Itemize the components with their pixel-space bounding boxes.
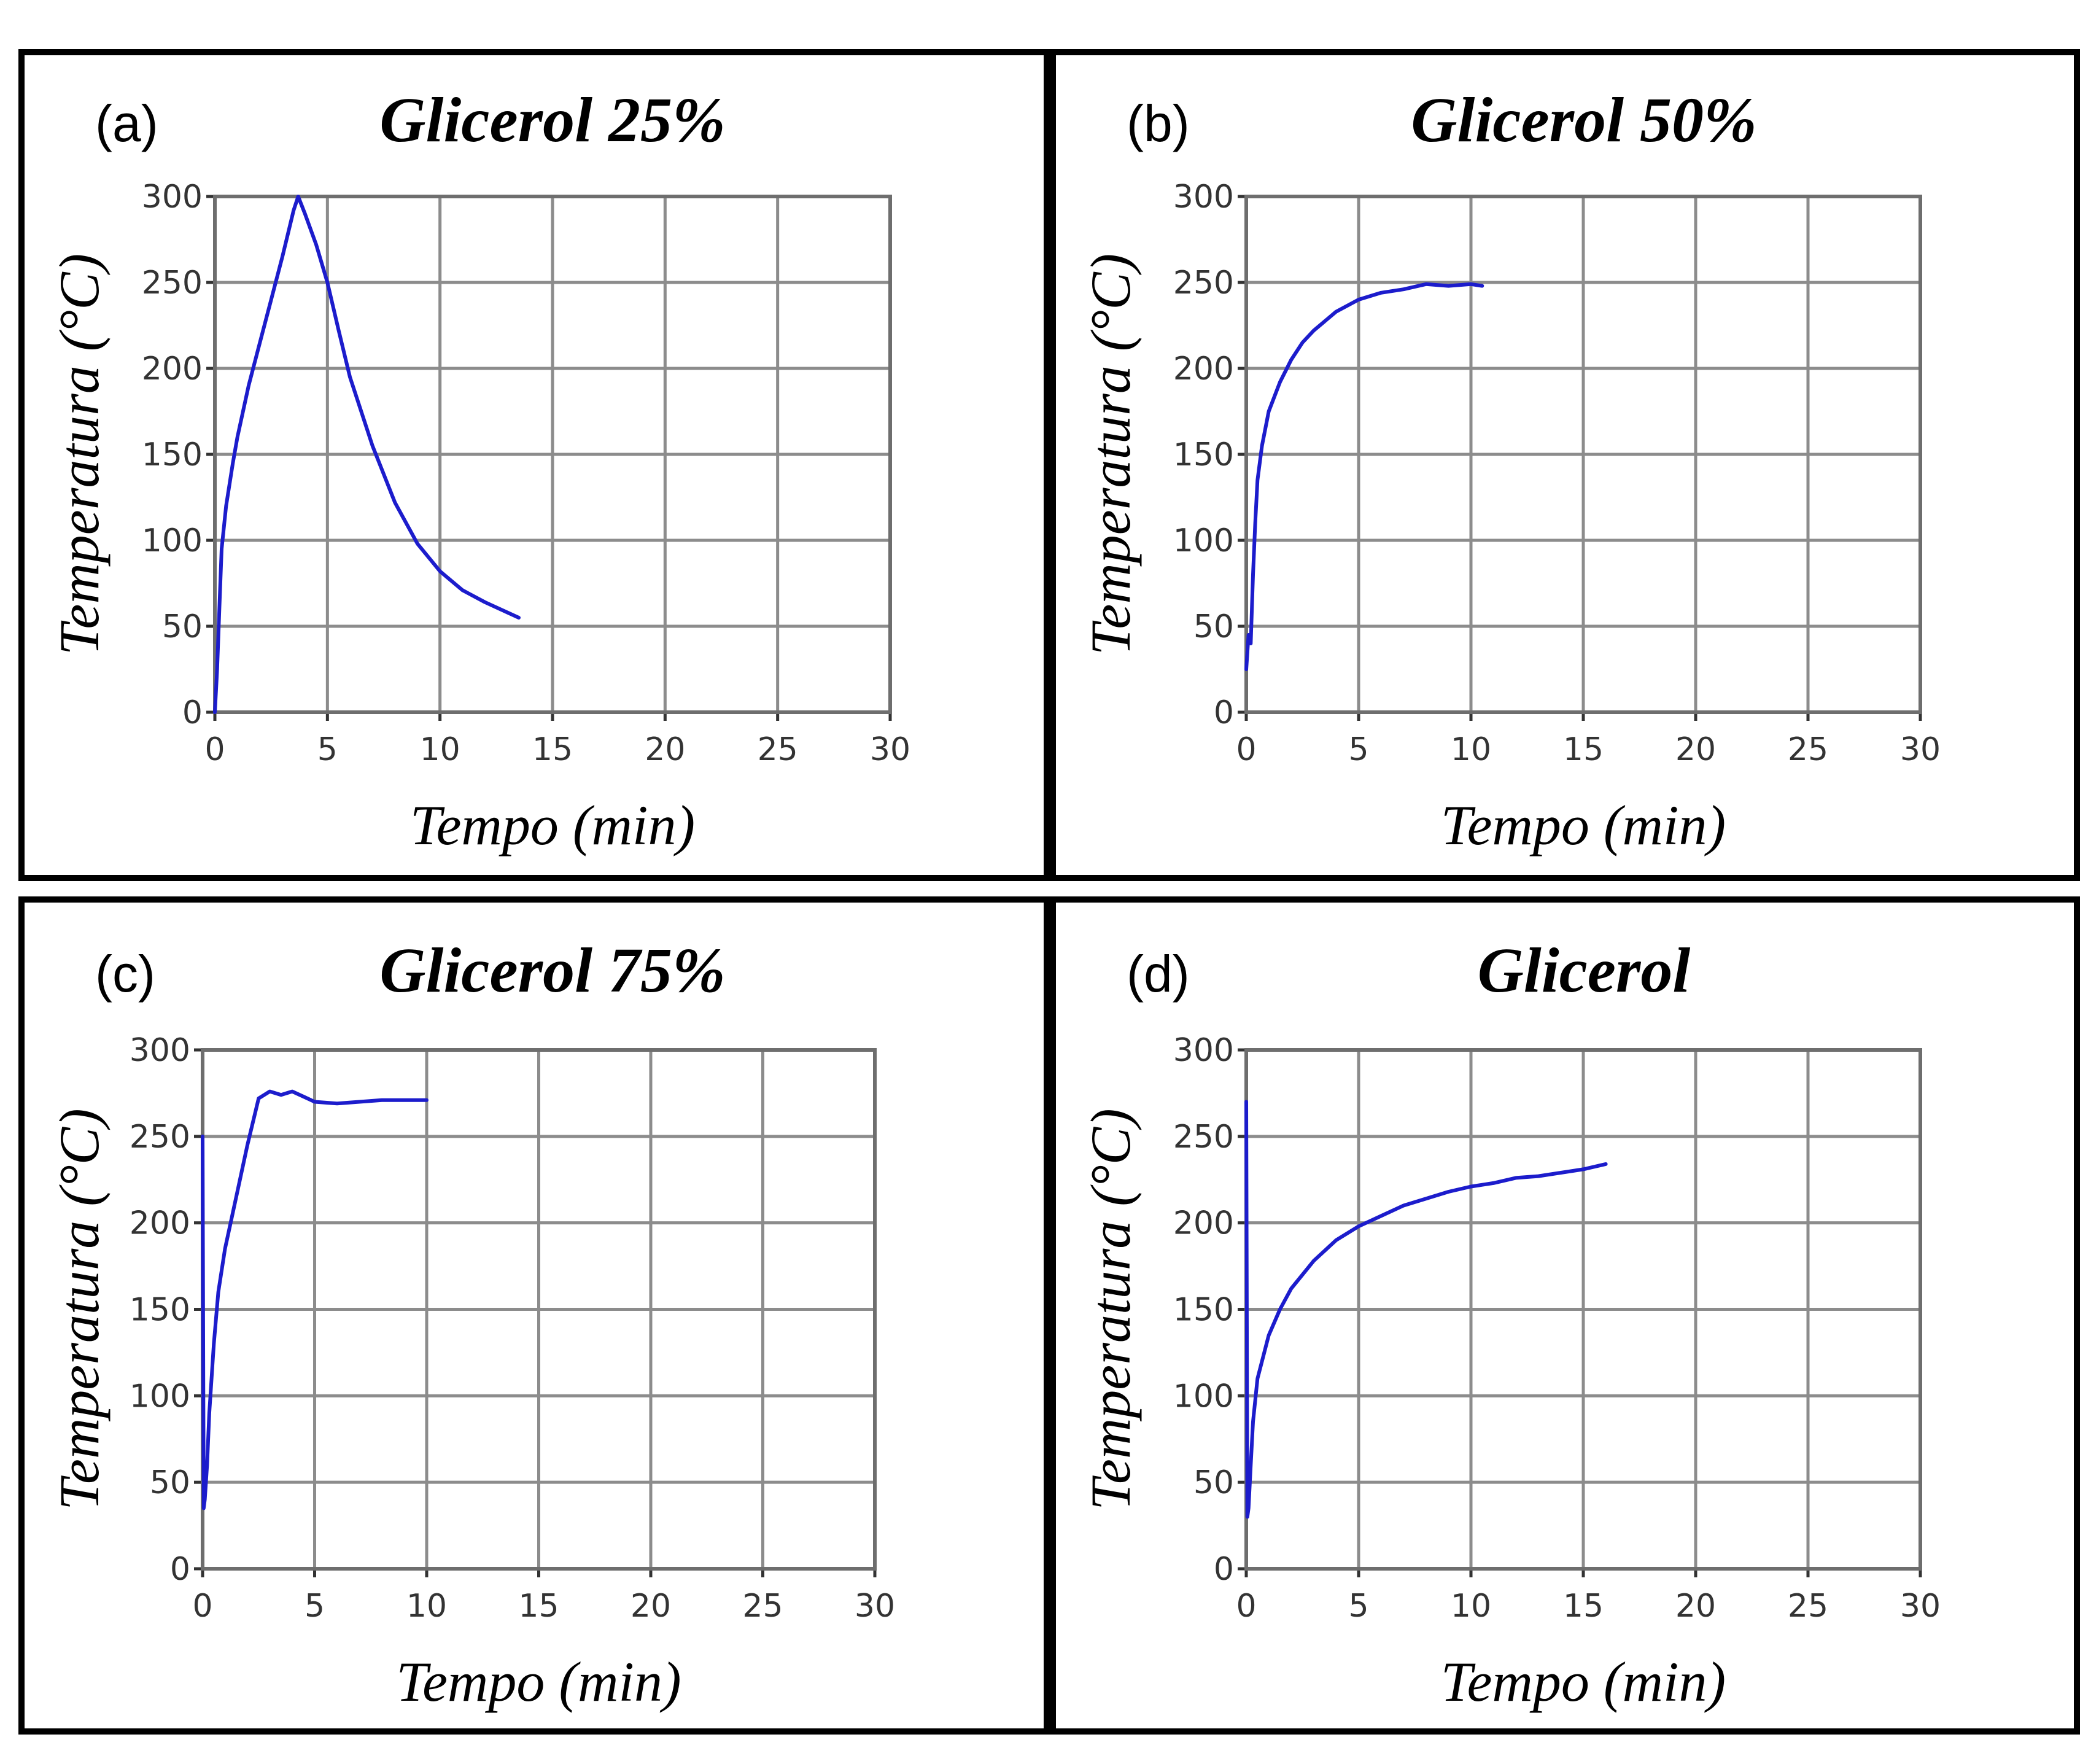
- y-tick-label: 300: [1173, 1032, 1234, 1069]
- y-tick-label: 50: [150, 1464, 190, 1501]
- y-tick-label: 50: [162, 608, 203, 645]
- y-axis-label: Temperatura (°C): [48, 1108, 111, 1510]
- y-tick-label: 300: [142, 179, 203, 216]
- y-tick-label: 50: [1193, 1464, 1234, 1501]
- panel-tag: (b): [1127, 95, 1190, 152]
- x-tick-label: 30: [1900, 1588, 1941, 1625]
- panel-d: (d) Glicerol 0 5 10 15 20 25 30 0 50 100 150 200 250 30…: [1050, 896, 2080, 1735]
- y-tick-label: 200: [142, 351, 203, 387]
- panel-tag: (d): [1127, 945, 1190, 1003]
- y-tick-label: 250: [130, 1119, 190, 1156]
- x-axis-label: Tempo (min): [1441, 794, 1726, 857]
- y-tick-label: 250: [142, 265, 203, 301]
- chart-a: (a) Glicerol 25%0 5 10 15 20 25 300501001502002…: [48, 85, 910, 857]
- y-tick-label: 200: [1173, 1205, 1234, 1242]
- x-tick-label: 5: [1348, 731, 1368, 768]
- x-tick-label: 10: [420, 731, 460, 768]
- x-tick-label: 0: [1236, 1588, 1256, 1625]
- y-tick-label: 250: [1173, 1119, 1234, 1156]
- x-tick-label: 15: [1563, 731, 1604, 768]
- x-tick-label: 30: [870, 731, 910, 768]
- panel-tag: (c): [95, 945, 155, 1003]
- x-tick-label: 25: [1788, 1588, 1828, 1625]
- panel-b: (b) Glicerol 50% 0 5 10 15 20 25 30 0 50 100 150 200 2…: [1050, 49, 2080, 881]
- y-tick-label: 0: [170, 1551, 190, 1588]
- chart-title: Glicerol 25%: [379, 85, 725, 155]
- x-tick-label: 30: [855, 1588, 895, 1625]
- x-axis-label: Tempo (min): [1441, 1650, 1726, 1713]
- x-tick-label: 25: [758, 731, 798, 768]
- y-tick-label: 100: [1173, 523, 1234, 559]
- x-tick-label: 0: [192, 1588, 212, 1625]
- x-axis-label: Tempo (min): [410, 794, 695, 857]
- x-tick-label: 15: [1563, 1588, 1604, 1625]
- y-tick-label: 0: [1214, 694, 1234, 731]
- x-axis-label: Tempo (min): [396, 1650, 681, 1713]
- x-tick-label: 25: [742, 1588, 783, 1625]
- x-tick-label: 10: [1451, 1588, 1491, 1625]
- y-axis-label: Temperatura (°C): [1079, 1108, 1142, 1510]
- y-tick-label: 0: [182, 694, 203, 731]
- plot-frame: [1244, 195, 1922, 714]
- x-tick-label: 20: [1675, 731, 1716, 768]
- y-axis-label: Temperatura (°C): [48, 254, 111, 655]
- chart-c: (c) Glicerol 75%0 5 10 15 20 25 300501001502002…: [48, 935, 895, 1713]
- x-tick-label: 5: [317, 731, 338, 768]
- panel-tag: (a): [95, 95, 158, 152]
- y-tick-label: 200: [130, 1205, 190, 1242]
- y-axis-label: Temperatura (°C): [1079, 254, 1142, 655]
- series-line: [213, 195, 521, 714]
- series-line: [201, 1089, 429, 1510]
- y-tick-label: 0: [1214, 1551, 1234, 1588]
- y-tick-label: 150: [130, 1292, 190, 1329]
- y-tick-label: 100: [130, 1378, 190, 1415]
- panel-c: (c) Glicerol 75% 0 5 10 15 20 25 30 0 50 100 150 200 2…: [18, 896, 1050, 1735]
- x-tick-label: 20: [645, 731, 685, 768]
- x-tick-label: 15: [518, 1588, 559, 1625]
- y-tick-label: 200: [1173, 351, 1234, 387]
- series-line: [1244, 1100, 1608, 1519]
- y-tick-label: 150: [142, 437, 203, 473]
- chart-title: Glicerol 50%: [1411, 85, 1756, 155]
- chart-title: Glicerol 75%: [379, 935, 725, 1006]
- x-tick-label: 25: [1788, 731, 1828, 768]
- x-tick-label: 30: [1900, 731, 1941, 768]
- x-tick-label: 20: [630, 1588, 671, 1625]
- y-tick-label: 150: [1173, 437, 1234, 473]
- x-tick-label: 5: [1348, 1588, 1368, 1625]
- series-line: [1244, 282, 1484, 671]
- plot-frame: [213, 195, 892, 714]
- y-tick-label: 150: [1173, 1292, 1234, 1329]
- x-tick-label: 0: [1236, 731, 1256, 768]
- x-tick-label: 10: [1451, 731, 1491, 768]
- chart-b: (b) Glicerol 50%0 5 10 15 20 25 300501001502002…: [1079, 85, 1941, 857]
- y-tick-label: 100: [142, 523, 203, 559]
- x-tick-label: 10: [406, 1588, 447, 1625]
- x-tick-label: 0: [204, 731, 225, 768]
- panel-a: (a) Glicerol 25% 0 5 10 15 20 25 30 0 50 100 150 200 2…: [18, 49, 1050, 881]
- y-tick-label: 250: [1173, 265, 1234, 301]
- x-tick-label: 5: [305, 1588, 325, 1625]
- y-tick-label: 100: [1173, 1378, 1234, 1415]
- x-tick-label: 15: [532, 731, 573, 768]
- y-tick-label: 50: [1193, 608, 1234, 645]
- y-tick-label: 300: [1173, 179, 1234, 216]
- x-tick-label: 20: [1675, 1588, 1716, 1625]
- y-tick-label: 300: [130, 1032, 190, 1069]
- chart-title: Glicerol: [1478, 935, 1691, 1006]
